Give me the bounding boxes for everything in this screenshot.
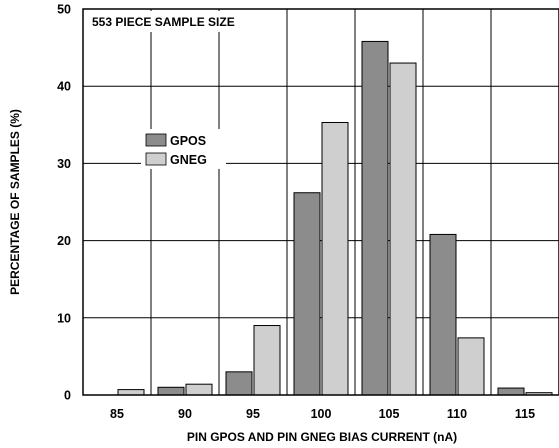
bar-gneg-95 <box>253 325 281 396</box>
bar-gneg-110 <box>457 337 485 396</box>
y-tick-label: 30 <box>57 157 71 171</box>
legend-label-gneg: GNEG <box>170 153 207 167</box>
x-tick-label: 85 <box>110 407 124 421</box>
y-tick-label: 40 <box>57 80 71 94</box>
y-axis-ticks: 0 10 20 30 40 50 <box>57 3 71 403</box>
y-tick-label: 20 <box>57 234 71 248</box>
bar-gneg-85 <box>117 389 145 396</box>
bar-gpos-105 <box>361 40 389 396</box>
plot-frame <box>82 8 559 396</box>
x-tick-label: 105 <box>379 407 400 421</box>
x-tick-label: 115 <box>515 407 535 421</box>
x-tick-label: 110 <box>447 407 467 421</box>
bar-gpos-115 <box>497 387 525 396</box>
bars <box>117 40 553 396</box>
y-tick-label: 10 <box>57 311 71 325</box>
bar-gpos-95 <box>225 371 253 396</box>
bar-gpos-90 <box>157 386 185 396</box>
gridlines <box>83 9 559 395</box>
legend-swatch-gneg <box>145 152 167 166</box>
y-tick-label: 0 <box>64 389 71 403</box>
x-tick-label: 90 <box>178 407 192 421</box>
x-axis-ticks: 85 90 95 100 105 110 115 <box>110 407 535 421</box>
bar-gneg-90 <box>185 383 213 396</box>
bar-gneg-105 <box>389 62 417 396</box>
y-tick-label: 50 <box>57 3 71 17</box>
x-tick-label: 100 <box>311 407 332 421</box>
bar-gpos-110 <box>429 233 457 396</box>
x-axis-title: PIN GPOS AND PIN GNEG BIAS CURRENT (nA) <box>187 430 457 444</box>
title-background <box>86 11 286 32</box>
legend-label-gpos: GPOS <box>170 134 206 148</box>
chart-title: 553 PIECE SAMPLE SIZE <box>92 15 235 29</box>
legend-swatch-gpos <box>145 133 167 147</box>
legend: GPOS GNEG <box>141 129 226 169</box>
x-tick-label: 95 <box>246 407 260 421</box>
y-axis-title: PERCENTAGE OF SAMPLES (%) <box>8 109 22 295</box>
bar-gpos-100 <box>293 192 321 396</box>
bar-gneg-100 <box>321 121 349 396</box>
